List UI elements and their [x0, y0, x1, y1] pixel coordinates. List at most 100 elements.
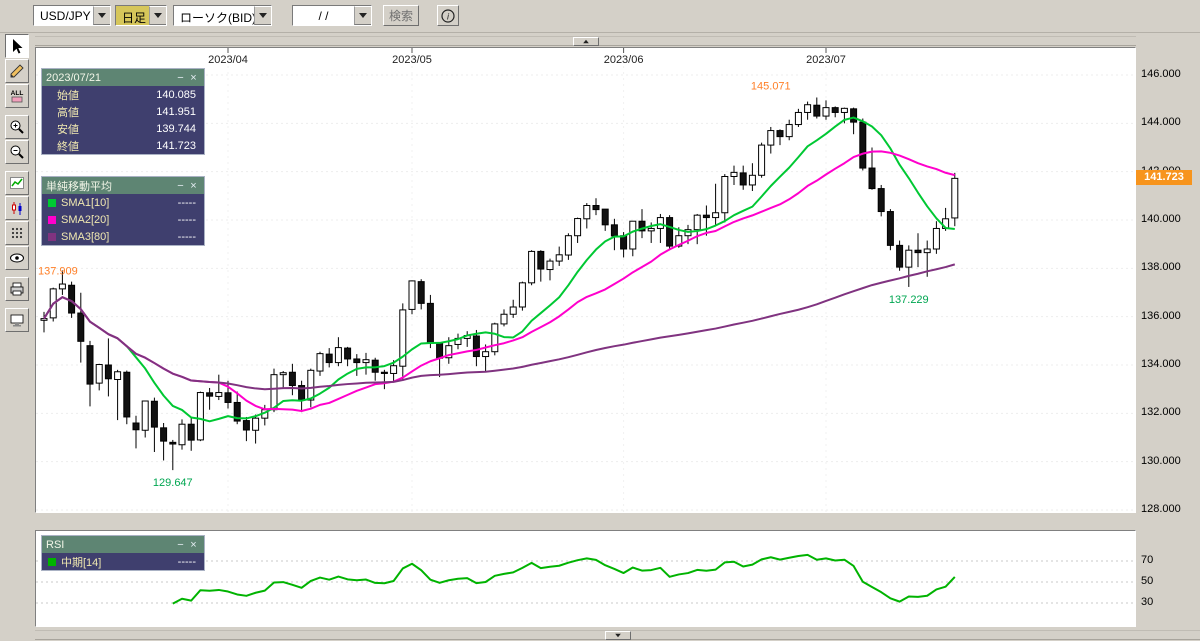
- sma-window-header[interactable]: 単純移動平均 − ×: [42, 177, 204, 194]
- sma2-value: -----: [177, 213, 196, 226]
- rsi-panel: RSI − × 中期[14] -----: [35, 530, 1136, 627]
- rsi-window-header[interactable]: RSI − ×: [42, 536, 204, 553]
- quote-row-low: 安値 139.744: [42, 120, 204, 137]
- quote-window-title: 2023/07/21: [46, 71, 102, 84]
- collapse-up-button[interactable]: [572, 37, 599, 46]
- price-axis-label: 136.000: [1141, 309, 1181, 322]
- minimize-icon[interactable]: −: [177, 538, 184, 551]
- sma1-label: SMA1[10]: [61, 196, 110, 209]
- chart-bottom-scrollbar[interactable]: [35, 630, 1200, 640]
- pencil-tool-button[interactable]: [5, 59, 29, 83]
- quote-open-value: 140.085: [156, 88, 196, 101]
- svg-text:i: i: [447, 11, 450, 21]
- quote-window-header[interactable]: 2023/07/21 − ×: [42, 69, 204, 86]
- zoom-in-tool-button[interactable]: [5, 115, 29, 139]
- price-axis-label: 130.000: [1141, 454, 1181, 467]
- rsi-window[interactable]: RSI − × 中期[14] -----: [41, 535, 205, 571]
- quote-high-label: 高値: [57, 106, 79, 119]
- eye-icon: [10, 253, 24, 263]
- quote-low-value: 139.744: [156, 122, 196, 135]
- quote-close-value: 141.723: [156, 139, 196, 152]
- info-button[interactable]: i: [437, 5, 459, 26]
- zoom-out-tool-button[interactable]: [5, 140, 29, 164]
- line-chart-tool-button[interactable]: [5, 171, 29, 195]
- price-axis-label: 138.000: [1141, 261, 1181, 274]
- close-icon[interactable]: ×: [190, 179, 197, 192]
- dot-grid-tool-button[interactable]: [5, 221, 29, 245]
- close-icon[interactable]: ×: [190, 538, 197, 551]
- svg-text:ALL: ALL: [11, 90, 24, 97]
- zoom-in-icon: [10, 120, 24, 134]
- sma1-color-swatch: [48, 198, 56, 207]
- line-chart-icon: [10, 177, 24, 189]
- rsi-chart-svg[interactable]: [36, 531, 1135, 626]
- candlestick-tool-button[interactable]: [5, 196, 29, 220]
- sma-window-title: 単純移動平均: [46, 180, 112, 193]
- date-dropdown-button[interactable]: [354, 6, 371, 25]
- date-input-value: / /: [318, 9, 329, 23]
- top-toolbar: USD/JPY 日足 ローソク(BID) / / 検索 i: [0, 0, 1200, 33]
- price-axis-label: 140.000: [1141, 213, 1181, 225]
- chart-type-select-value: ローソク(BID): [180, 11, 254, 25]
- sma-window[interactable]: 単純移動平均 − × SMA1[10] ----- SMA2[20] -----…: [41, 176, 205, 246]
- chevron-down-icon: [154, 13, 162, 18]
- minimize-icon[interactable]: −: [177, 179, 184, 192]
- erase-all-tool-button[interactable]: ALL: [5, 84, 29, 108]
- sma1-row: SMA1[10] -----: [42, 194, 204, 211]
- date-input[interactable]: / /: [292, 5, 372, 26]
- period-select-value: 日足: [122, 11, 147, 25]
- chevron-down-icon: [259, 13, 267, 18]
- chevron-up-icon: [582, 39, 589, 44]
- quote-row-close: 終値 141.723: [42, 137, 204, 154]
- monitor-tool-button[interactable]: [5, 308, 29, 332]
- eraser-all-icon: ALL: [11, 90, 24, 103]
- pair-select-value: USD/JPY: [40, 9, 91, 23]
- drawing-tool-rail: ALL: [0, 33, 34, 641]
- price-axis[interactable]: 146.000144.000142.000140.000138.000136.0…: [1138, 47, 1200, 517]
- chevron-down-icon: [359, 13, 367, 18]
- collapse-down-button[interactable]: [604, 631, 631, 640]
- period-select[interactable]: 日足: [115, 5, 167, 26]
- rsi-axis-label: 70: [1141, 554, 1154, 566]
- zoom-out-icon: [10, 145, 24, 159]
- cursor-tool-button[interactable]: [5, 34, 29, 58]
- price-axis-label: 128.000: [1141, 503, 1181, 515]
- price-axis-label: 146.000: [1141, 68, 1181, 80]
- sma3-row: SMA3[80] -----: [42, 228, 204, 245]
- svg-text:2023/05: 2023/05: [392, 54, 432, 66]
- main-chart-panel: 2023/04 2023/05 2023/06 2023/07 137.909 129.6…: [35, 47, 1136, 513]
- rsi-axis-label: 30: [1141, 596, 1154, 608]
- svg-text:129.647: 129.647: [153, 477, 193, 489]
- chart-type-dropdown-button[interactable]: [254, 6, 271, 25]
- rsi-series-label: 中期[14]: [61, 556, 102, 569]
- candlestick-icon: [12, 202, 22, 215]
- close-icon[interactable]: ×: [190, 71, 197, 84]
- main-chart-svg[interactable]: 2023/04 2023/05 2023/06 2023/07 137.909 129.6…: [36, 48, 1135, 512]
- chevron-down-icon: [614, 633, 621, 638]
- pair-select[interactable]: USD/JPY: [33, 5, 111, 26]
- quote-close-label: 終値: [57, 140, 79, 153]
- sma1-value: -----: [177, 196, 196, 209]
- pair-dropdown-button[interactable]: [93, 6, 110, 25]
- price-axis-label: 132.000: [1141, 406, 1181, 419]
- eye-tool-button[interactable]: [5, 246, 29, 270]
- rsi-series-row: 中期[14] -----: [42, 553, 204, 570]
- minimize-icon[interactable]: −: [177, 71, 184, 84]
- chart-type-select[interactable]: ローソク(BID): [173, 5, 272, 26]
- rsi-axis-label: 50: [1141, 575, 1154, 587]
- chart-top-scrollbar[interactable]: [35, 36, 1136, 46]
- svg-text:2023/07: 2023/07: [806, 54, 846, 66]
- rsi-axis[interactable]: 70 50 30: [1138, 530, 1200, 627]
- sma2-row: SMA2[20] -----: [42, 211, 204, 228]
- quote-window[interactable]: 2023/07/21 − × 始値 140.085 高値 141.951 安値 …: [41, 68, 205, 155]
- svg-text:145.071: 145.071: [751, 80, 791, 92]
- sma2-label: SMA2[20]: [61, 213, 110, 226]
- search-button[interactable]: 検索: [383, 5, 419, 26]
- svg-text:137.229: 137.229: [889, 294, 929, 306]
- period-dropdown-button[interactable]: [149, 6, 166, 25]
- print-tool-button[interactable]: [5, 277, 29, 301]
- svg-text:2023/06: 2023/06: [604, 54, 644, 66]
- chevron-down-icon: [98, 13, 106, 18]
- quote-low-label: 安値: [57, 123, 79, 136]
